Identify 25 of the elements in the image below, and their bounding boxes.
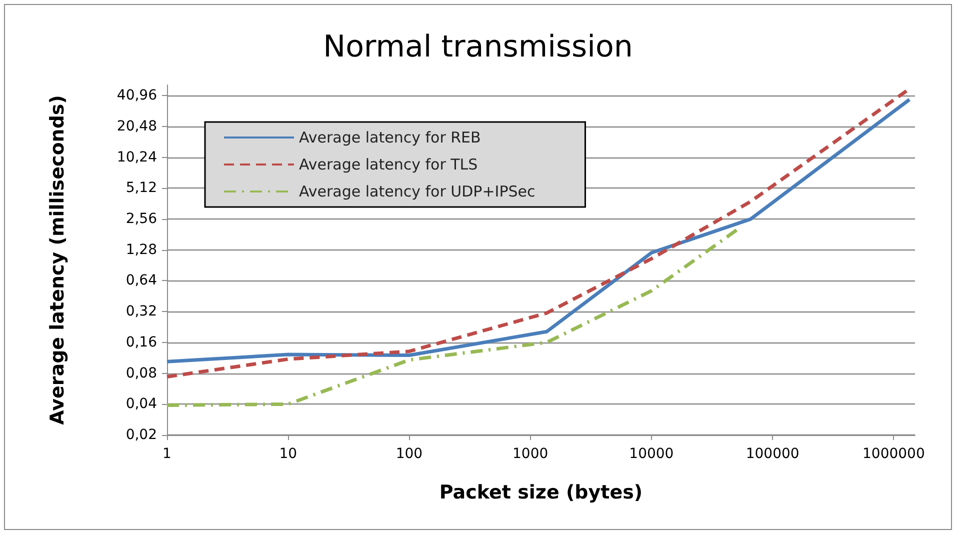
y-tick-label: 10,24 [116, 149, 158, 166]
x-tick-label: 100000 [746, 446, 800, 462]
x-tick-label: 10 [279, 446, 298, 462]
y-axis-title: Average latency (milliseconds) [46, 95, 68, 425]
y-tick-label: 0,32 [126, 304, 157, 320]
x-tick-label: 1000000 [862, 446, 925, 462]
y-tick-label: 40,96 [116, 88, 158, 104]
x-tick-label: 10000 [629, 446, 674, 462]
y-tick-label: 1,28 [126, 242, 157, 258]
y-tick-label: 0,02 [126, 427, 157, 443]
legend-label: Average latency for TLS [299, 156, 478, 174]
y-tick-label: 20,48 [116, 118, 157, 134]
y-tick-label: 5,12 [126, 180, 157, 196]
y-tick-label: 0,64 [126, 272, 158, 289]
x-tick-label: 1 [162, 446, 172, 462]
y-tick-label: 0,04 [126, 396, 158, 412]
legend-label: Average latency for UDP+IPSec [299, 182, 536, 200]
y-tick-label: 0,08 [126, 365, 157, 382]
y-tick-label: 2,56 [126, 211, 158, 228]
y-tick-label: 0,16 [126, 334, 158, 350]
x-tick-label: 100 [396, 446, 423, 462]
legend-label: Average latency for REB [299, 128, 481, 146]
x-axis-title: Packet size (bytes) [439, 482, 643, 504]
chart-title: Normal transmission [323, 30, 633, 64]
x-tick-label: 1000 [512, 446, 548, 462]
